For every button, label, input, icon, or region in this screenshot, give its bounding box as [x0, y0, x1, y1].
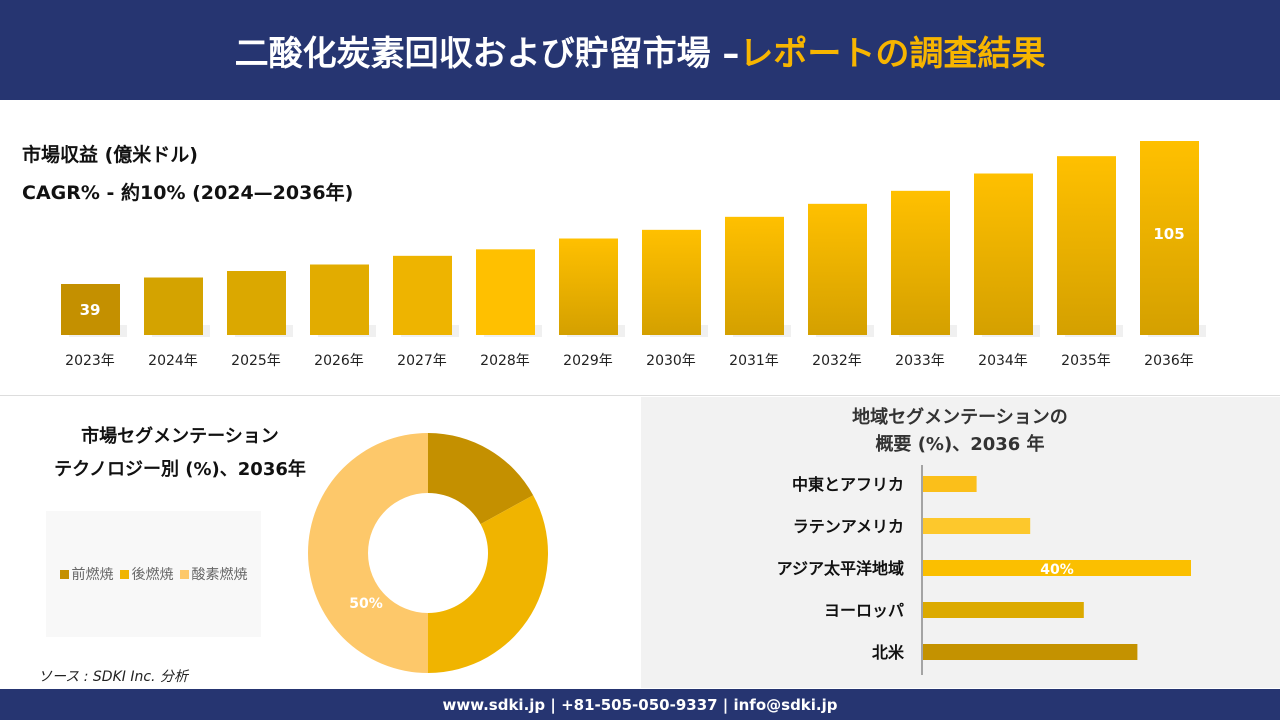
y-tick-label: アジア太平洋地域 [777, 559, 904, 578]
divider [0, 395, 1280, 396]
data-label: 39 [80, 301, 101, 319]
region-bar [923, 602, 1084, 618]
legend-label: 後燃焼 [131, 567, 174, 583]
x-tick-label: 2030年 [646, 353, 696, 369]
y-tick-label: ラテンアメリカ [793, 517, 904, 536]
region-bar [923, 476, 977, 492]
x-tick-label: 2027年 [397, 353, 447, 369]
revenue-bar [476, 249, 535, 335]
y-tick-label: 中東とアフリカ [792, 475, 904, 494]
x-tick-label: 2026年 [314, 353, 364, 369]
legend-label: 酸素燃焼 [191, 567, 248, 583]
title-accent: レポートの調査結果 [739, 33, 1046, 74]
region-segment-title: 地域セグメンテーションの 概要 (%)、2036 年 [780, 404, 1140, 458]
revenue-bar [725, 216, 784, 335]
x-tick-label: 2028年 [480, 353, 530, 369]
x-tick-label: 2025年 [231, 353, 281, 369]
donut-legend: 前燃焼 後燃焼 酸素燃焼 [46, 511, 261, 637]
donut-slice [308, 433, 428, 673]
revenue-bar [642, 229, 701, 335]
legend-item: 酸素燃焼 [179, 564, 248, 584]
region-bar [923, 560, 1191, 576]
data-label: 105 [1153, 225, 1184, 243]
revenue-bar [1140, 141, 1199, 335]
revenue-bar [144, 277, 203, 335]
revenue-bar-chart: 2023年 39 2024年 2025年 2026年 2027年 2028年 2029年 203… [61, 141, 1206, 369]
revenue-chart-title: 市場収益 (億米ドル) [22, 144, 198, 166]
legend-label: 前燃焼 [71, 567, 114, 583]
x-tick-label: 2033年 [895, 353, 945, 369]
footer-contact: www.sdki.jp | +81-505-050-9337 | info@sd… [0, 689, 1280, 720]
donut-slice [428, 433, 534, 525]
x-tick-label: 2031年 [729, 353, 779, 369]
title-main: 二酸化炭素回収および貯留市場 – [234, 33, 740, 74]
x-tick-label: 2029年 [563, 353, 613, 369]
revenue-bar [891, 190, 950, 335]
title-line: 概要 (%)、2036 年 [875, 434, 1045, 455]
x-tick-label: 2036年 [1144, 353, 1194, 369]
data-label: 40% [1040, 562, 1074, 578]
title-line: 市場セグメンテーション [81, 426, 279, 447]
x-tick-label: 2032年 [812, 353, 862, 369]
source-note: ソース : SDKI Inc. 分析 [38, 669, 188, 685]
revenue-bar [310, 264, 369, 335]
x-tick-label: 2024年 [148, 353, 198, 369]
revenue-bar [808, 203, 867, 335]
x-tick-label: 2034年 [978, 353, 1028, 369]
legend-item: 前燃焼 [59, 564, 114, 584]
legend-item: 後燃焼 [119, 564, 174, 584]
title-line: 地域セグメンテーションの [852, 407, 1068, 428]
data-label: 50% [349, 596, 383, 612]
revenue-bar [61, 284, 120, 335]
region-bar [923, 644, 1138, 660]
revenue-bar [227, 271, 286, 335]
y-tick-label: 北米 [872, 643, 905, 662]
y-tick-label: ヨーロッパ [824, 601, 904, 620]
x-tick-label: 2035年 [1061, 353, 1111, 369]
technology-segment-title: 市場セグメンテーション テクノロジー別 (%)、2036年 [20, 420, 340, 486]
revenue-bar [393, 255, 452, 335]
revenue-bar [974, 173, 1033, 335]
region-bar [923, 518, 1031, 534]
title-line: テクノロジー別 (%)、2036年 [54, 459, 306, 480]
cagr-subtitle: CAGR% - 約10% (2024—2036年) [22, 182, 354, 204]
header-banner: 二酸化炭素回収および貯留市場 – レポートの調査結果 [0, 0, 1280, 100]
technology-donut-chart: 50% [308, 433, 548, 673]
revenue-bar [559, 238, 618, 335]
x-tick-label: 2023年 [65, 353, 115, 369]
region-panel [641, 397, 1280, 688]
donut-slice [428, 495, 548, 673]
revenue-bar [1057, 156, 1116, 335]
